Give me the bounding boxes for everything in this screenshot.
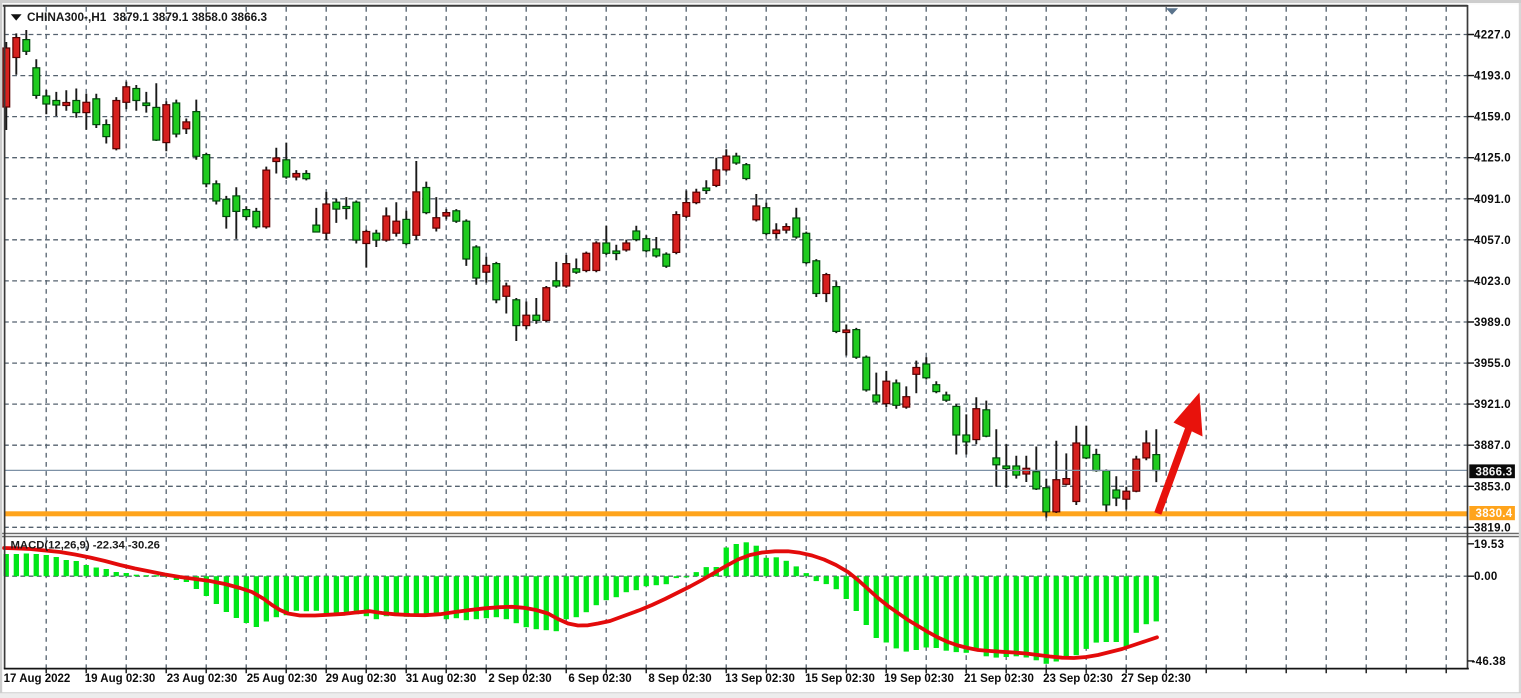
svg-text:17 Aug 2022: 17 Aug 2022 [4,673,71,685]
svg-text:19 Sep 02:30: 19 Sep 02:30 [884,673,954,685]
svg-text:-46.38: -46.38 [1472,656,1507,668]
svg-text:4227.0: 4227.0 [1474,30,1511,42]
svg-text:25 Aug 02:30: 25 Aug 02:30 [247,673,318,685]
svg-text:3955.0: 3955.0 [1474,358,1511,370]
svg-text:15 Sep 02:30: 15 Sep 02:30 [805,673,875,685]
svg-text:3853.0: 3853.0 [1474,481,1511,493]
svg-text:29 Aug 02:30: 29 Aug 02:30 [326,673,397,685]
svg-text:3989.0: 3989.0 [1474,317,1511,329]
svg-text:4023.0: 4023.0 [1474,276,1511,288]
svg-text:6 Sep 02:30: 6 Sep 02:30 [568,673,631,685]
svg-text:4091.0: 4091.0 [1474,194,1511,206]
svg-text:13 Sep 02:30: 13 Sep 02:30 [725,673,795,685]
svg-text:3887.0: 3887.0 [1474,440,1511,452]
svg-text:4193.0: 4193.0 [1474,71,1511,83]
svg-text:0.00: 0.00 [1474,571,1498,583]
svg-text:19.53: 19.53 [1474,539,1504,551]
svg-text:MACD(12,26,9) -22.34 -30.26: MACD(12,26,9) -22.34 -30.26 [11,540,160,552]
svg-text:31 Aug 02:30: 31 Aug 02:30 [406,673,477,685]
svg-text:4125.0: 4125.0 [1474,153,1511,165]
svg-text:21 Sep 02:30: 21 Sep 02:30 [964,673,1034,685]
svg-text:27 Sep 02:30: 27 Sep 02:30 [1121,673,1191,685]
svg-text:3830.4: 3830.4 [1476,508,1513,520]
svg-text:19 Aug 02:30: 19 Aug 02:30 [85,673,156,685]
svg-text:8 Sep 02:30: 8 Sep 02:30 [648,673,711,685]
svg-text:23 Aug 02:30: 23 Aug 02:30 [167,673,238,685]
svg-text:4159.0: 4159.0 [1474,112,1511,124]
svg-text:23 Sep 02:30: 23 Sep 02:30 [1043,673,1113,685]
svg-text:CHINA300-,H1 3879.1 3879.1 38: CHINA300-,H1 3879.1 3879.1 3858.0 3866.3 [27,10,267,24]
svg-text:2 Sep 02:30: 2 Sep 02:30 [488,673,551,685]
svg-text:3921.0: 3921.0 [1474,399,1511,411]
svg-text:4057.0: 4057.0 [1474,235,1511,247]
svg-text:3866.3: 3866.3 [1476,466,1513,478]
svg-text:3819.0: 3819.0 [1474,522,1511,534]
